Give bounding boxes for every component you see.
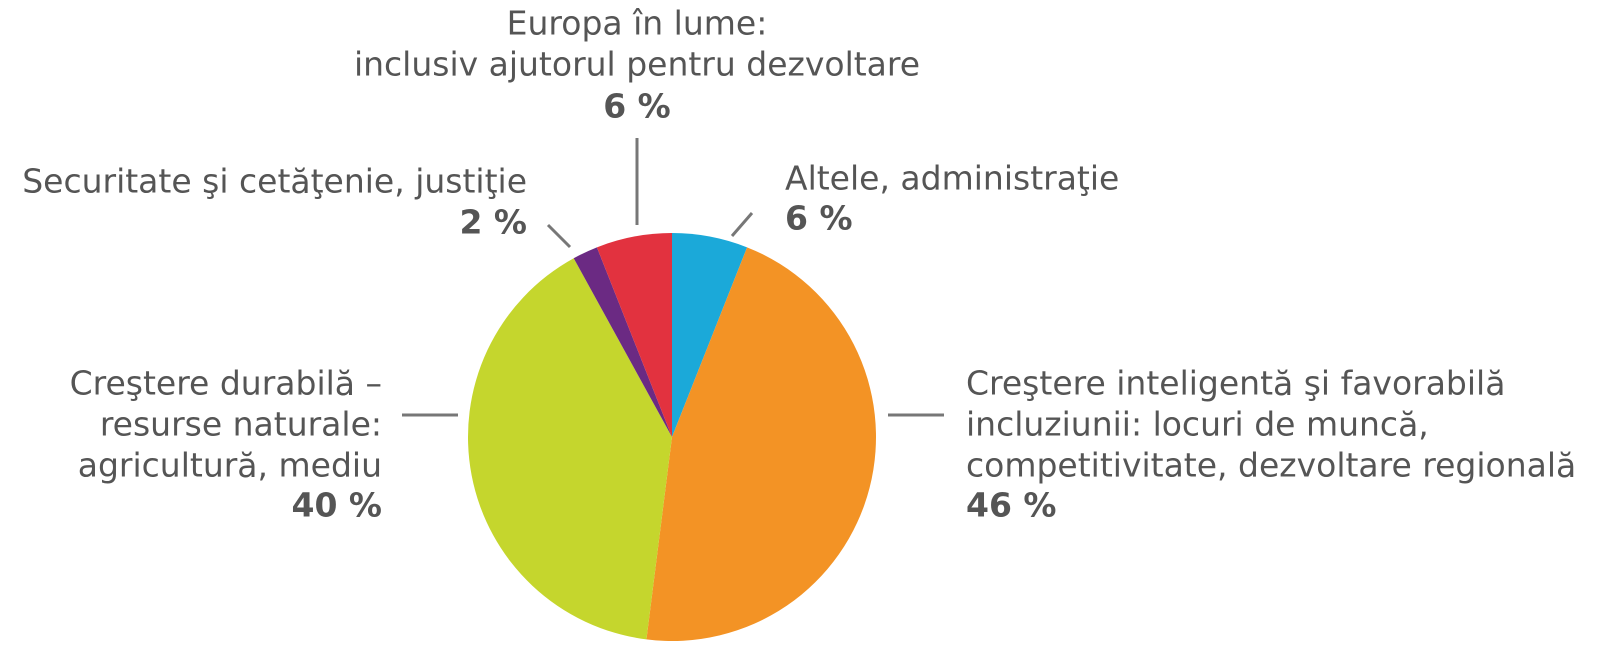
leader-line xyxy=(730,212,754,237)
pie-slice xyxy=(467,258,672,640)
slice-label: agricultură, mediu xyxy=(78,446,382,485)
slice-label: inclusiv ajutorul pentru dezvoltare xyxy=(354,45,920,84)
value-label: 2 % xyxy=(459,203,527,242)
pie-slice xyxy=(672,233,748,437)
slice-label: Securitate şi cetăţenie, justiţie xyxy=(22,162,527,201)
slice-label: incluziunii: locuri de muncă, xyxy=(966,405,1429,444)
leader-line xyxy=(546,223,572,249)
slice-label: Creştere durabilă – xyxy=(70,364,382,403)
pie-slice xyxy=(646,247,877,642)
slice-label: Creştere inteligentă şi favorabilă xyxy=(966,364,1505,403)
value-label: 40 % xyxy=(292,486,382,525)
value-label: 6 % xyxy=(603,87,671,126)
slice-label: Altele, administraţie xyxy=(785,159,1119,198)
slice-label: competitivitate, dezvoltare regională xyxy=(966,446,1576,485)
value-label: 46 % xyxy=(966,486,1056,525)
slice-label: Europa în lume: xyxy=(507,4,768,43)
pie-slice xyxy=(573,247,672,437)
pie-slice xyxy=(596,233,672,437)
slice-label: resurse naturale: xyxy=(100,405,382,444)
value-label: 6 % xyxy=(785,199,853,238)
